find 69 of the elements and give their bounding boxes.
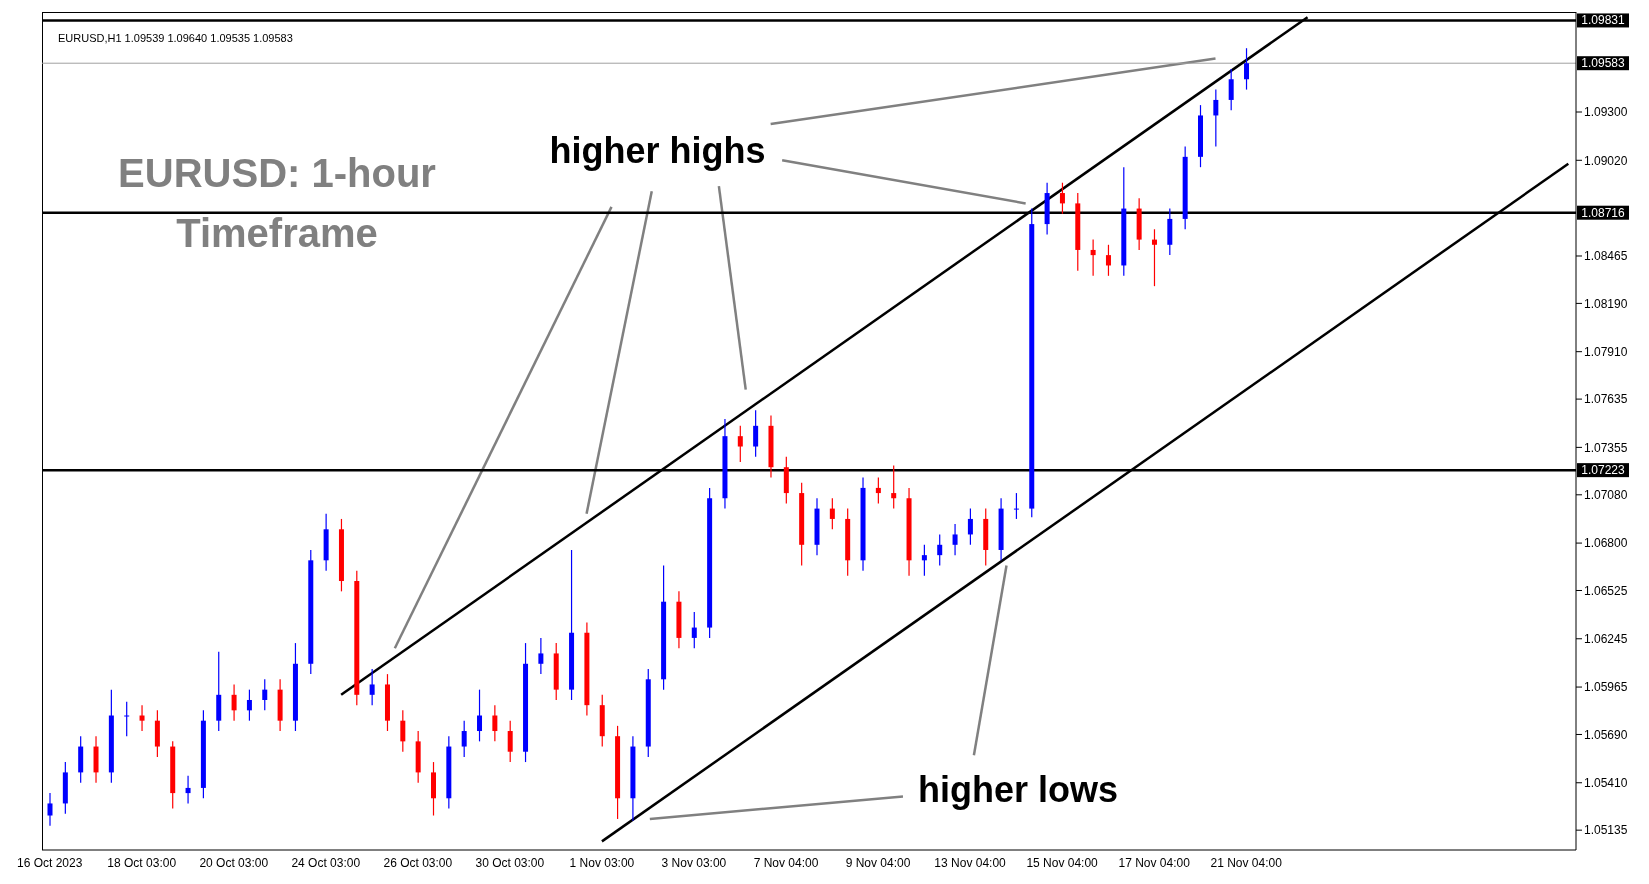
y-tick-label: 1.08465 [1584, 249, 1628, 264]
candlestick [875, 476, 881, 505]
candlestick [1151, 228, 1157, 287]
candlestick [400, 709, 406, 753]
candlestick [477, 689, 483, 742]
y-tick-label: 1.06245 [1584, 632, 1628, 647]
x-tick-label: 3 Nov 03:00 [661, 855, 727, 870]
x-tick-label: 7 Nov 04:00 [753, 855, 819, 870]
x-tick-label: 9 Nov 04:00 [845, 855, 911, 870]
y-tick-label: 1.07080 [1584, 488, 1628, 503]
x-tick-label: 26 Oct 03:00 [383, 855, 453, 870]
candlestick [507, 720, 513, 763]
candlestick [124, 701, 130, 737]
candlestick [737, 425, 743, 463]
candlestick [952, 523, 958, 556]
x-tick-label: 17 Nov 04:00 [1118, 855, 1191, 870]
y-tick-label: 1.07355 [1584, 440, 1628, 455]
candlestick [753, 409, 759, 458]
ref-line-label: 1.07223 [1581, 463, 1626, 478]
candlestick [1059, 182, 1065, 215]
x-tick-label: 15 Nov 04:00 [1026, 855, 1099, 870]
candlestick [1228, 68, 1234, 111]
x-tick-label: 30 Oct 03:00 [475, 855, 545, 870]
y-tick-label: 1.05410 [1584, 776, 1628, 791]
candlestick [47, 792, 53, 827]
candlestick [139, 704, 145, 732]
candlestick [461, 720, 467, 758]
x-tick-label: 20 Oct 03:00 [199, 855, 269, 870]
candlestick [538, 637, 544, 675]
y-tick-label: 1.05135 [1584, 823, 1628, 838]
y-tick-label: 1.09020 [1584, 153, 1628, 168]
candlestick [1244, 47, 1250, 91]
x-tick-label: 16 Oct 2023 [16, 855, 83, 870]
candlestick [1105, 244, 1111, 277]
candlestick [1090, 239, 1096, 277]
y-tick-label: 1.07635 [1584, 392, 1628, 407]
candlestick [369, 668, 375, 706]
ref-line-label: 1.09831 [1581, 13, 1626, 28]
candlestick [246, 689, 252, 722]
y-tick-label: 1.06800 [1584, 536, 1628, 551]
ref-line-label: 1.09583 [1581, 56, 1626, 71]
x-tick-label: 1 Nov 03:00 [569, 855, 635, 870]
candlestick [1013, 492, 1019, 520]
candlestick [1213, 88, 1219, 148]
ref-line-label: 1.08716 [1581, 205, 1626, 220]
candlestick [492, 704, 498, 742]
x-tick-label: 13 Nov 04:00 [934, 855, 1007, 870]
annotation: EURUSD,H1 1.09539 1.09640 1.09535 1.09583 [58, 32, 293, 44]
annotation: higher highs [548, 129, 767, 172]
x-tick-label: 24 Oct 03:00 [291, 855, 361, 870]
y-tick-label: 1.05965 [1584, 680, 1628, 695]
candlestick [691, 611, 697, 649]
x-tick-label: 21 Nov 04:00 [1210, 855, 1283, 870]
candlestick [937, 533, 943, 567]
candlestick [185, 775, 191, 805]
y-tick-label: 1.07910 [1584, 344, 1628, 359]
annotation: higher lows [917, 769, 1119, 812]
y-tick-label: 1.05690 [1584, 727, 1628, 742]
y-tick-label: 1.08190 [1584, 296, 1628, 311]
text: EURUSD: 1-hour Timeframe [117, 150, 437, 258]
candlestick [829, 497, 835, 530]
x-tick-label: 18 Oct 03:00 [107, 855, 177, 870]
candlestick [262, 678, 268, 711]
y-tick-label: 1.09300 [1584, 105, 1628, 120]
candlestick [231, 683, 237, 722]
candlestick [921, 544, 927, 577]
candlestick [891, 464, 897, 510]
y-tick-label: 1.06525 [1584, 583, 1628, 598]
candlestick [967, 507, 973, 546]
